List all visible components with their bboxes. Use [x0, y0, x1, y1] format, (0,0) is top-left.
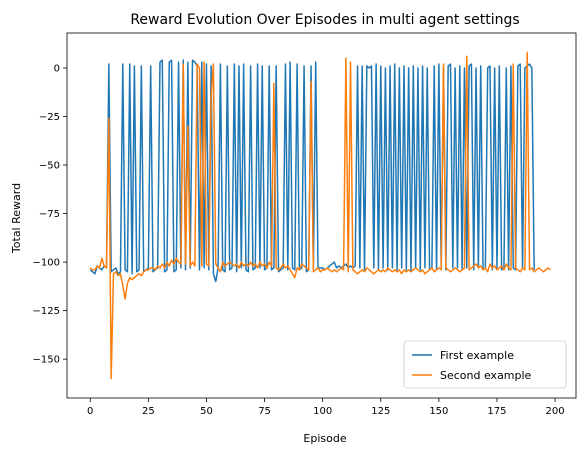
- y-tick-label: 0: [54, 63, 60, 74]
- plot-frame: [66, 32, 577, 399]
- legend-box: [403, 340, 567, 389]
- y-tick-label: −100: [33, 258, 60, 269]
- y-tick-label: −75: [39, 209, 60, 220]
- y-tick-label: −125: [33, 306, 60, 317]
- x-tick-label: 0: [87, 406, 93, 417]
- x-tick-label: 200: [546, 406, 565, 417]
- x-tick-label: 25: [142, 406, 155, 417]
- x-tick-label: 175: [487, 406, 506, 417]
- axis-ticks: 0 25 50 75 100 125 150 175 200 0 −25 −50 −75 −100 −125…: [33, 63, 565, 417]
- x-tick-label: 150: [429, 406, 448, 417]
- x-tick-label: 125: [371, 406, 390, 417]
- y-tick-label: −150: [33, 355, 60, 366]
- legend-label-2: Second example: [440, 369, 532, 382]
- y-axis-label: Total Reward: [10, 183, 23, 254]
- plot-area: [89, 51, 551, 380]
- legend-label-1: First example: [440, 349, 514, 362]
- y-tick-label: −25: [39, 112, 60, 123]
- x-tick-label: 50: [200, 406, 213, 417]
- x-tick-label: 75: [258, 406, 271, 417]
- chart-title: Reward Evolution Over Episodes in multi …: [130, 12, 519, 28]
- x-axis-label: Episode: [303, 432, 346, 445]
- y-tick-label: −50: [39, 161, 60, 172]
- x-tick-label: 100: [313, 406, 332, 417]
- legend: First example Second example: [403, 340, 567, 389]
- series-line-2: [89, 51, 551, 380]
